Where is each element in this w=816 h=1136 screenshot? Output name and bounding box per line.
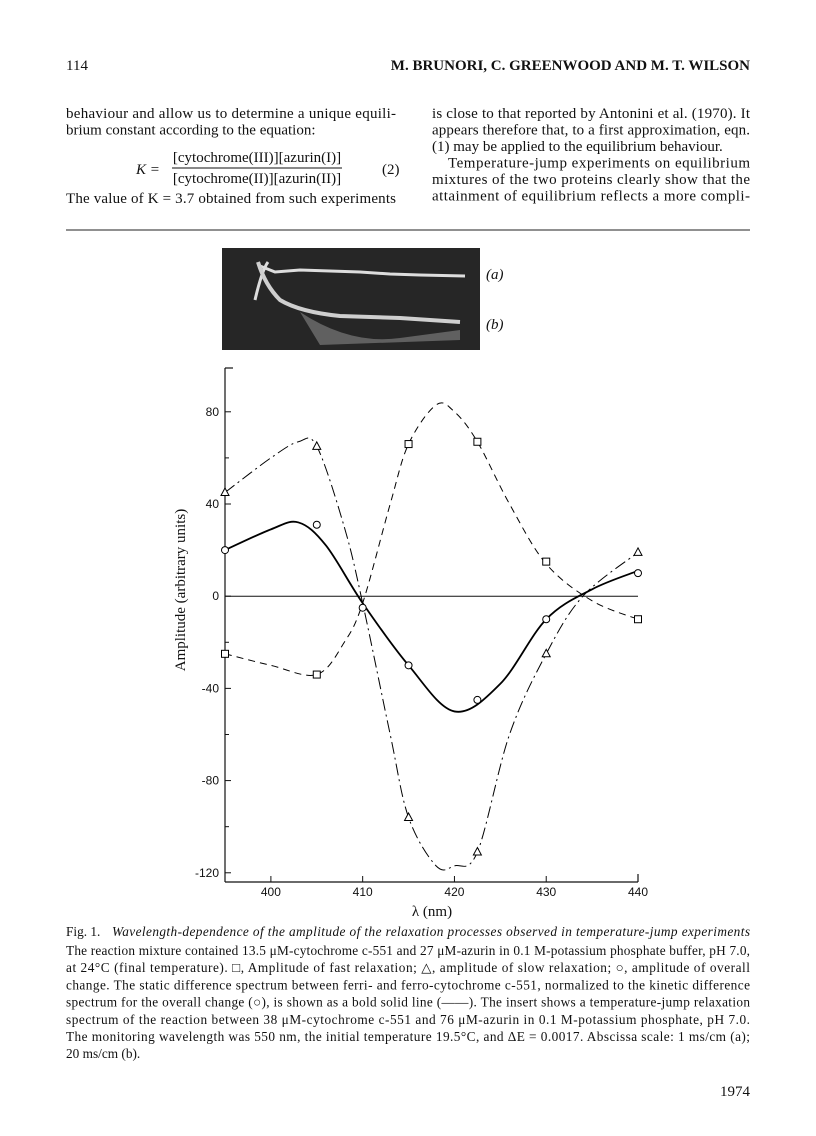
insert-label: (b) (486, 317, 504, 333)
triangle-marker (541, 648, 552, 658)
caption-line: The reaction mixture contained 13.5 μM-c… (66, 943, 750, 958)
square-marker (473, 437, 482, 446)
y-tick-label: -40 (202, 681, 220, 695)
circle-marker (312, 520, 321, 529)
equation-number: (2) (382, 162, 400, 178)
y-tick-label: 80 (206, 405, 220, 419)
y-tick-label: -120 (195, 866, 219, 880)
circle-marker (358, 603, 367, 612)
y-tick-label: 0 (212, 589, 219, 603)
equation-numerator: [cytochrome(III)][azurin(I)] (173, 150, 341, 166)
caption-title: Wavelength-dependence of the amplitude o… (112, 924, 750, 939)
square-marker (634, 615, 642, 624)
triangle-marker (472, 846, 483, 856)
y-axis-label: Amplitude (arbitrary units) (173, 509, 189, 671)
body-line: The value of K = 3.7 obtained from such … (66, 191, 396, 207)
square-marker (542, 557, 551, 566)
square-marker (312, 670, 321, 679)
trace-glow (300, 312, 460, 345)
curve (224, 437, 639, 871)
body-line: behaviour and allow us to determine a un… (66, 106, 396, 122)
triangle-marker (633, 546, 643, 556)
insert-label: (a) (486, 267, 504, 283)
curve (224, 520, 639, 713)
square-marker (404, 440, 413, 449)
y-tick-label: 40 (206, 497, 220, 511)
body-line: brium constant according to the equation… (66, 123, 316, 139)
caption-line: 20 ms/cm (b). (66, 1046, 140, 1061)
curve (224, 402, 639, 676)
equation-lhs: K = (135, 162, 160, 178)
square-marker (221, 649, 229, 658)
x-tick-label: 440 (628, 885, 648, 899)
running-head: M. BRUNORI, C. GREENWOOD AND M. T. WILSO… (391, 58, 750, 74)
x-tick-label: 430 (536, 885, 556, 899)
triangle-marker (311, 440, 322, 450)
x-axis-label: λ (nm) (412, 904, 452, 920)
caption-line: The monitoring wavelength was 550 nm, th… (66, 1029, 750, 1044)
body-line: appears therefore that, to a first appro… (432, 123, 750, 139)
page-number: 114 (66, 58, 88, 74)
body-line: Temperature-jump experiments on equilibr… (448, 156, 750, 172)
body-line: attainment of equilibrium reflects a mor… (432, 189, 750, 205)
footer-year: 1974 (720, 1084, 751, 1100)
body-line: is close to that reported by Antonini et… (432, 106, 751, 122)
triangle-marker (403, 811, 414, 821)
caption-line: change. The static difference spectrum b… (66, 977, 750, 992)
circle-marker (404, 661, 413, 670)
caption-line: spectrum of the reaction between 38 μM-c… (66, 1012, 750, 1027)
x-tick-label: 420 (444, 885, 464, 899)
circle-marker (542, 615, 551, 624)
circle-marker (634, 569, 642, 578)
circle-marker (473, 695, 482, 704)
equation-denominator: [cytochrome(II)][azurin(II)] (173, 171, 341, 187)
body-line: mixtures of the two proteins clearly sho… (432, 172, 750, 188)
caption-line: spectrum for the overall change (○), is … (66, 995, 750, 1010)
x-tick-label: 400 (261, 885, 281, 899)
trace-b (256, 261, 461, 324)
triangle-marker (220, 486, 230, 496)
circle-marker (221, 546, 229, 555)
caption-label: Fig. 1. (66, 924, 100, 939)
y-tick-label: -80 (202, 774, 220, 788)
x-tick-label: 410 (353, 885, 373, 899)
caption-line: at 24°C (final temperature). □, Amplitud… (66, 960, 750, 975)
body-line: (1) may be applied to the equilibrium be… (432, 139, 723, 155)
